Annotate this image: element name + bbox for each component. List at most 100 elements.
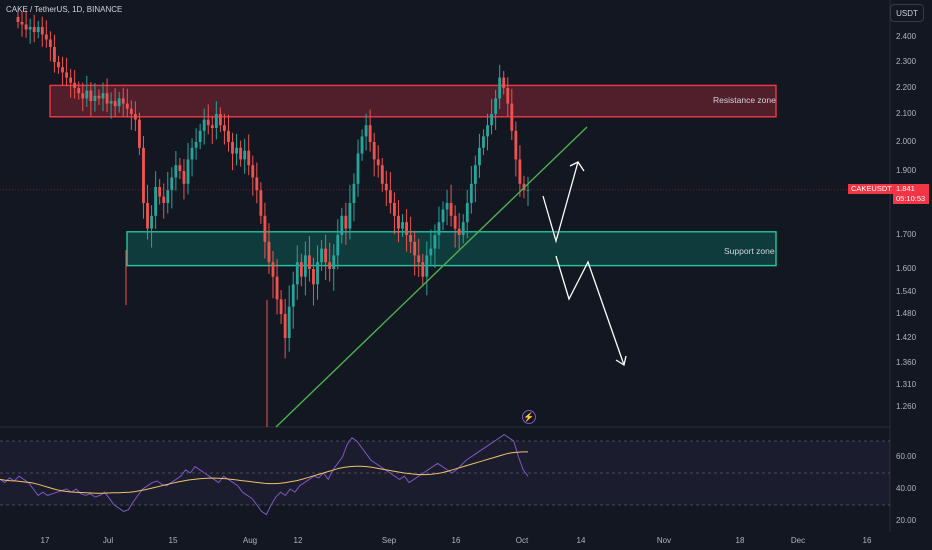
annotations-layer	[0, 126, 890, 428]
candle-body	[453, 215, 457, 229]
candle-body	[360, 136, 364, 154]
time-axis-label: 14	[576, 536, 586, 545]
candle-body	[186, 159, 190, 184]
candle-body	[465, 203, 469, 223]
price-axis-label: 1.480	[896, 309, 917, 318]
rsi-pane	[0, 433, 890, 516]
rsi-ma-line	[0, 451, 528, 494]
candle-body	[405, 222, 408, 235]
candle-body	[198, 130, 202, 142]
candle-body	[417, 255, 421, 263]
arrow-head-up	[569, 161, 585, 172]
candle-body	[61, 67, 64, 73]
price-axis-label: 1.600	[896, 264, 917, 273]
candle-body	[445, 203, 449, 210]
candle-body	[81, 93, 85, 99]
candle-body	[332, 255, 336, 269]
candle-body	[101, 93, 105, 99]
time-axis-label: Aug	[242, 536, 258, 545]
candle-body	[202, 119, 206, 131]
candle-body	[421, 262, 425, 277]
support-zone	[126, 231, 777, 267]
candle-body	[247, 150, 251, 166]
price-axis-label: 2.100	[896, 109, 917, 118]
candle-body	[97, 95, 101, 99]
candle-body	[24, 24, 28, 30]
lightning-icon[interactable]: ⚡	[522, 410, 536, 424]
candle-body	[287, 306, 291, 338]
ticker-tag: CAKEUSDT	[848, 184, 895, 194]
price-axis-label: 2.300	[896, 57, 917, 66]
candle-body	[275, 276, 279, 300]
candle-body	[146, 203, 149, 229]
time-axis-label: 12	[293, 536, 303, 545]
candle-body	[482, 136, 485, 148]
candle-body	[303, 255, 307, 277]
candle-body	[154, 187, 158, 216]
candle-body	[506, 88, 510, 104]
candle-body	[425, 255, 429, 277]
candle-body	[210, 125, 214, 128]
candle-body	[121, 98, 125, 104]
candle-body	[190, 147, 194, 160]
price-axis-label: 1.260	[896, 402, 917, 411]
candle-body	[117, 98, 121, 107]
candle-body	[384, 183, 388, 191]
price-axis-label: 1.900	[896, 166, 917, 175]
candle-body	[283, 314, 287, 338]
currency-button[interactable]: USDT	[890, 4, 924, 22]
candle-body	[320, 248, 323, 263]
candle-body	[73, 82, 77, 88]
time-axis-label: Sep	[381, 536, 397, 545]
candle-body	[279, 299, 283, 314]
candle-body	[409, 235, 413, 242]
candle-body	[514, 130, 518, 160]
price-axis-label: 2.400	[896, 32, 917, 41]
candle-body	[53, 47, 56, 62]
candle-body	[223, 125, 226, 131]
candle-body	[449, 203, 453, 216]
candle-body	[218, 114, 222, 126]
candle-body	[162, 196, 166, 203]
candle-body	[502, 77, 506, 88]
last-price: 1.841	[896, 184, 915, 193]
candle-body	[40, 27, 44, 35]
candle-body	[324, 248, 328, 263]
candle-body	[214, 114, 218, 128]
candle-body	[510, 103, 514, 131]
price-axis-label: 2.000	[896, 137, 917, 146]
arrow-head-down	[615, 355, 627, 367]
candle-body	[20, 22, 24, 25]
candle-body	[28, 27, 32, 30]
candle-body	[490, 114, 493, 126]
candle-body	[48, 39, 52, 47]
candle-body	[380, 165, 384, 184]
candle-body	[231, 142, 234, 154]
time-axis-label: Dec	[790, 536, 806, 545]
candle-body	[316, 262, 319, 285]
candle-body	[194, 142, 198, 148]
price-axis-label: 1.310	[896, 380, 917, 389]
time-axis-label: Nov	[656, 536, 672, 545]
rsi-axis-label: 20.00	[896, 516, 917, 525]
candle-body	[494, 98, 498, 114]
candle-body	[44, 34, 48, 40]
candle-body	[291, 284, 295, 307]
resistance-zone-label: Resistance zone	[713, 95, 776, 105]
candle-body	[89, 90, 93, 101]
candle-body	[178, 165, 182, 171]
zones-layer	[49, 84, 777, 267]
candle-body	[433, 235, 437, 249]
candle-body	[36, 27, 40, 32]
candle-body	[85, 90, 89, 99]
time-axis-label: Oct	[515, 536, 529, 545]
candle-body	[93, 95, 97, 101]
candle-body	[263, 215, 267, 242]
candle-body	[206, 119, 210, 126]
trendline	[275, 126, 588, 428]
candle-body	[142, 147, 145, 203]
price-axis-label: 1.360	[896, 358, 917, 367]
candle-body	[133, 114, 137, 120]
candle-body	[239, 147, 243, 160]
